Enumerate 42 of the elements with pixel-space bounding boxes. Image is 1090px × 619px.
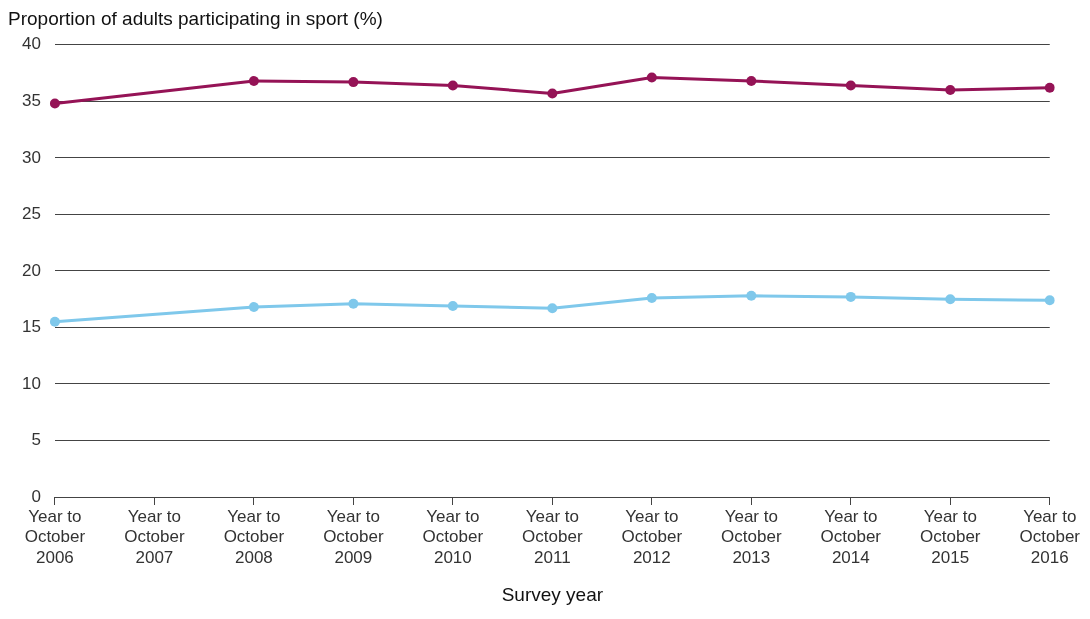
point	[547, 303, 558, 314]
point	[447, 300, 458, 311]
point	[646, 293, 657, 304]
x-tick-label: Year to October 2014	[820, 506, 882, 567]
point	[49, 316, 60, 327]
point	[1044, 82, 1055, 93]
y-tick-label: 0	[31, 486, 41, 506]
point	[845, 80, 856, 91]
point	[248, 75, 259, 86]
x-tick-label: Year to October 2007	[124, 506, 185, 567]
y-tick-label: 35	[21, 91, 41, 111]
point	[447, 80, 458, 91]
x-tick-label: Year to October 2010	[422, 506, 484, 567]
x-tick-label: Year to October 2015	[920, 506, 981, 567]
y-tick-label: 5	[31, 430, 41, 450]
x-tick-label: Year to October 2012	[621, 506, 683, 567]
point	[746, 290, 757, 301]
y-axis-title: Proportion of adults participating in sport (%)	[8, 7, 383, 29]
x-tick-label: Year to October 2009	[323, 506, 384, 567]
y-tick-label: 40	[21, 34, 41, 54]
y-tick-label: 20	[21, 260, 41, 280]
x-tick-label: Year to October 2008	[223, 506, 285, 567]
x-tick-label: Year to October 2006	[24, 506, 86, 567]
x-axis-title: Survey year	[501, 583, 604, 605]
y-tick-label: 25	[21, 204, 41, 224]
point	[646, 72, 657, 83]
y-tick-label: 10	[21, 373, 41, 393]
x-tick-label: Year to October 2016	[1019, 506, 1081, 567]
y-tick-label: 30	[21, 147, 41, 167]
point	[945, 85, 956, 96]
point	[945, 294, 956, 305]
point	[348, 298, 359, 309]
point	[746, 75, 757, 86]
point	[49, 98, 60, 109]
y-tick-label: 15	[21, 317, 41, 337]
point	[348, 77, 359, 88]
x-tick-label: Year to October 2013	[721, 506, 782, 567]
point	[547, 88, 558, 99]
point	[1044, 295, 1055, 306]
point	[248, 302, 259, 313]
point	[845, 291, 856, 302]
x-tick-label: Year to October 2011	[522, 506, 583, 567]
